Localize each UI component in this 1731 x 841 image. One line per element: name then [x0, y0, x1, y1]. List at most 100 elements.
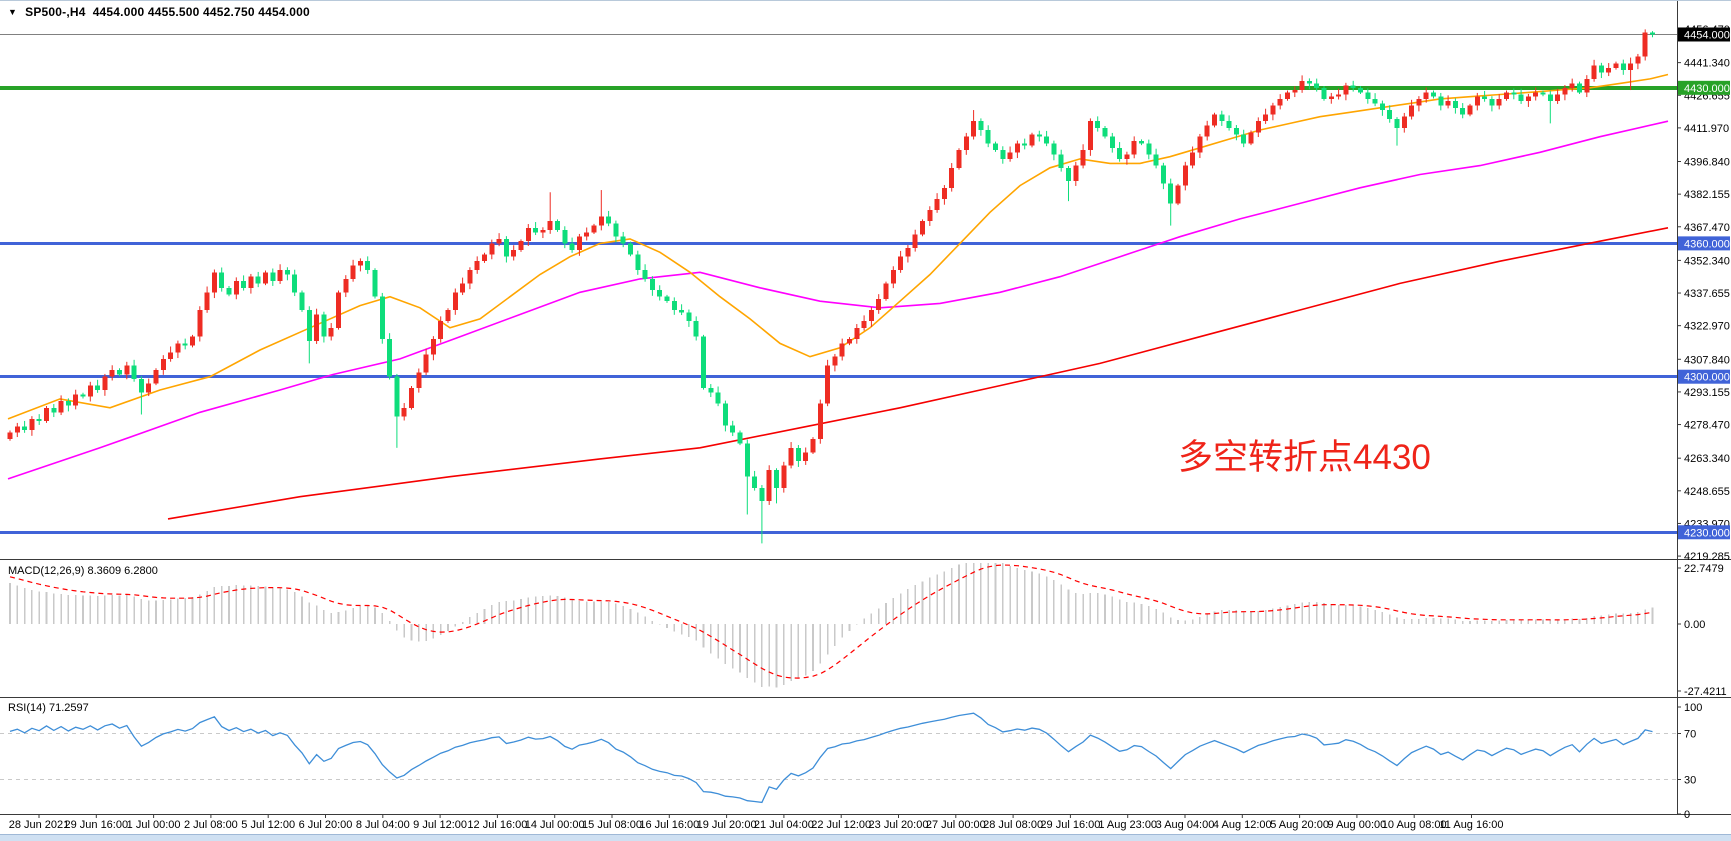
time-axis-label[interactable]: 3 Aug 04:00 — [1156, 819, 1215, 831]
candle-body — [985, 130, 991, 144]
candle-body — [219, 272, 225, 288]
candle-body — [22, 426, 28, 431]
ma-mid-line — [7, 120, 1669, 480]
price-tick-label: 4441.340 — [1684, 58, 1730, 70]
candle-body — [1029, 134, 1035, 146]
candle-body — [1635, 56, 1641, 64]
candle-body — [1577, 83, 1582, 93]
candle-body — [832, 356, 838, 366]
candle-body — [1620, 63, 1626, 71]
candle-body — [58, 401, 64, 413]
time-axis-label[interactable]: 10 Aug 08:00 — [1382, 819, 1447, 831]
time-axis-label[interactable]: 5 Jul 12:00 — [241, 819, 295, 831]
candle-body — [321, 314, 327, 337]
time-axis-label[interactable]: 22 Jul 12:00 — [811, 819, 871, 831]
time-axis-label[interactable]: 2 Jul 08:00 — [184, 819, 238, 831]
candle-body — [73, 394, 79, 406]
candle-body — [1044, 136, 1050, 144]
candle-body — [87, 385, 93, 397]
candle-body — [1226, 121, 1232, 128]
time-axis-label[interactable]: 9 Aug 00:00 — [1328, 819, 1387, 831]
candle-body — [1233, 127, 1239, 135]
time-axis-label[interactable]: 14 Jul 00:00 — [525, 819, 585, 831]
candle-body — [233, 281, 239, 295]
candle-body — [606, 216, 612, 224]
candle-body — [1489, 98, 1495, 106]
time-axis-label[interactable]: 9 Jul 12:00 — [413, 819, 467, 831]
candle-body — [795, 447, 801, 462]
time-axis-label[interactable]: 1 Aug 23:00 — [1098, 819, 1157, 831]
candle-body — [1569, 83, 1575, 88]
time-axis-label[interactable]: 1 Jul 00:00 — [127, 819, 181, 831]
candle-body — [766, 470, 772, 502]
candle-body — [883, 283, 889, 299]
candle-body — [211, 272, 217, 293]
candle-body — [1555, 94, 1561, 102]
time-axis-label[interactable]: 4 Aug 12:00 — [1213, 819, 1272, 831]
candle-body — [467, 270, 473, 284]
macd-tick-label: -27.4211 — [1684, 686, 1727, 698]
candle-body — [190, 336, 195, 346]
time-axis-label[interactable]: 29 Jun 16:00 — [64, 819, 128, 831]
candle-body — [44, 407, 49, 422]
candle-body — [547, 221, 553, 231]
candle-body — [1525, 96, 1531, 102]
macd-tick-label: 0.00 — [1684, 619, 1705, 631]
candle-body — [314, 314, 320, 342]
time-axis-label[interactable]: 19 Jul 20:00 — [697, 819, 757, 831]
candle-body — [503, 238, 509, 257]
candle-body — [1248, 132, 1254, 144]
candle-body — [1504, 92, 1509, 99]
price-tick-label: 4367.470 — [1684, 222, 1730, 234]
candle-body — [1131, 141, 1137, 155]
candle-body — [328, 327, 334, 337]
candle-body — [730, 425, 736, 433]
price-hline-4300 — [0, 375, 1677, 379]
candle-body — [117, 370, 122, 375]
candle-body — [1299, 81, 1305, 91]
candle-body — [1401, 116, 1407, 128]
price-tick-label: 4411.970 — [1684, 123, 1729, 135]
candle-body — [102, 376, 108, 391]
price-label-text: 4230.000 — [1684, 527, 1730, 539]
candle-body — [394, 376, 400, 417]
time-axis-label[interactable]: 5 Aug 20:00 — [1270, 819, 1329, 831]
time-axis-label[interactable]: 12 Jul 16:00 — [467, 819, 527, 831]
candle-body — [387, 338, 393, 377]
time-axis-label[interactable]: 29 Jul 16:00 — [1040, 819, 1100, 831]
time-axis-label[interactable]: 28 Jun 2021 — [9, 819, 70, 831]
candle-body — [701, 336, 706, 388]
price-label-text: 4430.000 — [1684, 83, 1730, 95]
time-axis-label[interactable]: 28 Jul 08:00 — [983, 819, 1043, 831]
time-axis-label[interactable]: 8 Jul 04:00 — [356, 819, 410, 831]
candle-body — [452, 292, 458, 311]
candle-body — [693, 321, 699, 337]
candle-body — [1350, 85, 1356, 88]
candle-body — [277, 270, 283, 282]
candle-body — [576, 236, 582, 251]
candle-body — [1496, 98, 1502, 106]
candle-body — [379, 296, 385, 339]
candle-body — [1255, 121, 1261, 133]
candle-body — [1365, 92, 1371, 99]
price-label-text: 4360.000 — [1684, 238, 1730, 250]
candle-body — [1102, 127, 1108, 137]
time-axis-label[interactable]: 27 Jul 00:00 — [926, 819, 986, 831]
time-axis-label[interactable]: 21 Jul 04:00 — [754, 819, 814, 831]
time-axis-label[interactable]: 6 Jul 20:00 — [299, 819, 353, 831]
price-label-text: 4300.000 — [1684, 372, 1730, 384]
candle-body — [1328, 96, 1334, 99]
candle-body — [657, 290, 663, 297]
candle-body — [1087, 121, 1093, 151]
candle-body — [1153, 154, 1159, 166]
candle-body — [511, 250, 517, 257]
time-axis-label[interactable]: 11 Aug 16:00 — [1439, 819, 1503, 831]
candle-body — [299, 292, 305, 311]
candle-body — [430, 338, 436, 355]
time-axis-label[interactable]: 15 Jul 08:00 — [582, 819, 642, 831]
time-axis-label[interactable]: 16 Jul 16:00 — [639, 819, 699, 831]
candle-body — [1416, 98, 1422, 106]
time-axis-label[interactable]: 23 Jul 20:00 — [869, 819, 929, 831]
